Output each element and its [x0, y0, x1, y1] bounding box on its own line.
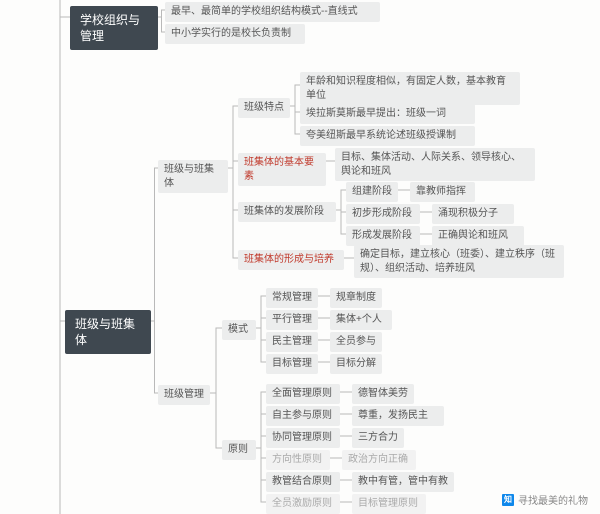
- node-d1: 年龄和知识程度相似，有固定人数，基本教育单位: [300, 72, 520, 105]
- node-e5: 靠教师指挥: [410, 182, 475, 202]
- node-c2: 班集体的基本要素: [238, 153, 326, 186]
- node-e7: 正确舆论和班风: [432, 226, 524, 246]
- node-d6: 初步形成阶段: [346, 204, 420, 224]
- node-c4: 班集体的形成与培养: [238, 250, 344, 270]
- node-a1: 最早、最简单的学校组织结构模式--直线式: [165, 2, 380, 22]
- node-r2: 班级与班集体: [65, 310, 151, 354]
- node-p3b: 三方合力: [352, 428, 404, 448]
- node-m2: 平行管理: [266, 310, 318, 330]
- node-b1: 班级与班集体: [158, 160, 228, 193]
- node-d3: 夸美纽斯最早系统论述班级授课制: [300, 126, 475, 146]
- node-m4: 目标管理: [266, 354, 318, 374]
- node-p6b: 目标管理原则: [352, 494, 426, 514]
- node-c5: 模式: [222, 320, 256, 340]
- node-m2b: 集体+个人: [330, 310, 392, 330]
- node-b2: 班级管理: [158, 385, 210, 405]
- node-p2: 自主参与原则: [266, 406, 340, 426]
- node-e6: 涌现积极分子: [432, 204, 514, 224]
- watermark: 知 寻找最美的礼物: [498, 491, 592, 508]
- node-d2: 埃拉斯莫斯最早提出：班级一词: [300, 104, 475, 124]
- node-c3: 班集体的发展阶段: [238, 202, 336, 222]
- node-m4b: 目标分解: [330, 354, 382, 374]
- node-d8: 确定目标，建立核心（班委）、建立秩序（班规）、组织活动、培养班风: [354, 245, 564, 278]
- node-c6: 原则: [222, 440, 256, 460]
- node-d7: 形成发展阶段: [346, 226, 420, 246]
- node-m1: 常规管理: [266, 288, 318, 308]
- node-p5: 教管结合原则: [266, 472, 340, 492]
- node-d5: 组建阶段: [346, 182, 398, 202]
- node-p3: 协同管理原则: [266, 428, 340, 448]
- node-p6: 全员激励原则: [266, 494, 340, 514]
- node-c1: 班级特点: [238, 98, 290, 118]
- node-m1b: 规章制度: [330, 288, 382, 308]
- watermark-label: 寻找最美的礼物: [518, 492, 588, 507]
- node-a2: 中小学实行的是校长负责制: [165, 24, 305, 44]
- node-m3: 民主管理: [266, 332, 318, 352]
- node-p1b: 德智体美劳: [352, 384, 414, 404]
- node-r1: 学校组织与管理: [70, 6, 158, 50]
- node-p4: 方向性原则: [266, 450, 330, 470]
- node-p1: 全面管理原则: [266, 384, 340, 404]
- zhihu-icon: 知: [502, 494, 514, 506]
- node-p5b: 教中有管，管中有教: [352, 472, 454, 492]
- node-d4: 目标、集体活动、人际关系、领导核心、舆论和班风: [335, 148, 535, 181]
- node-p2b: 尊重，发扬民主: [352, 406, 444, 426]
- node-m3b: 全员参与: [330, 332, 382, 352]
- node-p4b: 政治方向正确: [342, 450, 416, 470]
